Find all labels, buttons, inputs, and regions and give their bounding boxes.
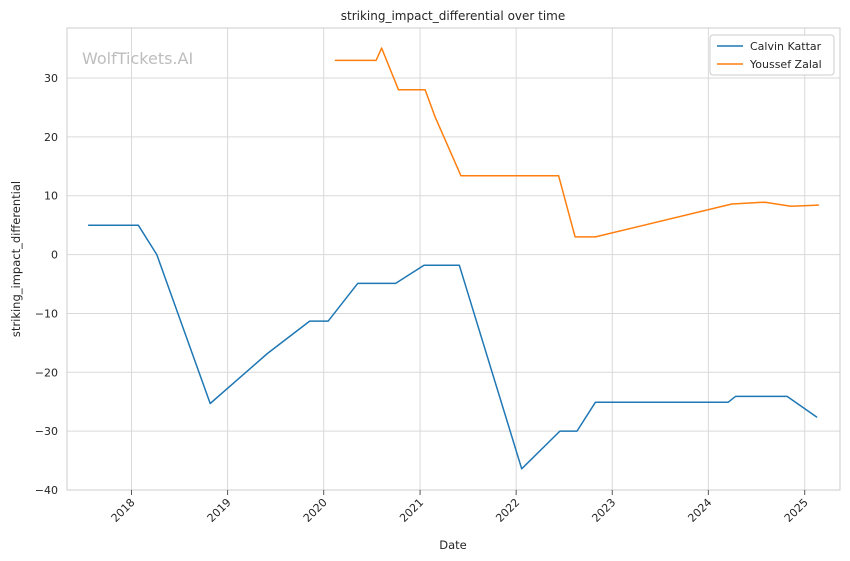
legend-label-youssef-zalal: Youssef Zalal: [749, 58, 822, 71]
y-tick-label: 20: [44, 131, 58, 144]
watermark: WolfTickets.AI: [82, 49, 193, 68]
y-tick-label: 10: [44, 190, 58, 203]
series-layer: [87, 47, 820, 470]
plot-frame: [66, 27, 841, 491]
grid-lines: [67, 28, 840, 491]
y-axis-ticks: −40 −30 −20 −10 0 10 20 30: [35, 72, 58, 497]
series-line-calvin-kattar: [87, 224, 818, 470]
y-tick-label: −30: [35, 425, 58, 438]
x-axis-label: Date: [439, 538, 467, 552]
series-line-youssef-zalal: [334, 47, 820, 238]
y-tick-label: 30: [44, 72, 58, 85]
y-tick-label: −20: [35, 366, 58, 379]
y-tick-label: −10: [35, 307, 58, 320]
y-tick-label: −40: [35, 484, 58, 497]
legend: Calvin Kattar Youssef Zalal: [709, 34, 835, 76]
legend-frame: [709, 34, 835, 76]
y-tick-label: 0: [51, 249, 58, 262]
chart-title: striking_impact_differential over time: [341, 9, 566, 23]
y-axis-label: striking_impact_differential: [9, 181, 23, 337]
legend-label-calvin-kattar: Calvin Kattar: [750, 40, 822, 53]
plot-area: [67, 28, 840, 490]
